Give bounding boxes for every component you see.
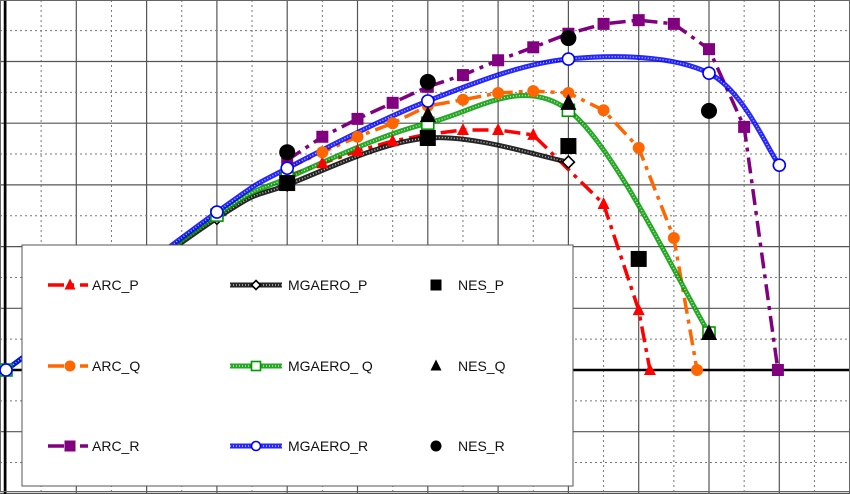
legend: ARC_P ARC_Q ARC_R MGAERO_P MGAERO_ Q MGAERO_R…: [21, 244, 574, 487]
data-point-nes-r: [701, 102, 717, 119]
legend-item-arc-p: ARC_P: [48, 277, 139, 293]
data-point-arc-p: [386, 134, 399, 147]
data-point-nes-r: [560, 30, 577, 47]
data-point-arc-q: [632, 141, 645, 154]
legend-marker-arc-q: [64, 360, 76, 372]
legend-marker-nes-p: [430, 279, 442, 291]
data-point-nes-q: [701, 323, 717, 340]
data-point-arc-r: [597, 17, 610, 30]
data-point-nes-p: [560, 138, 577, 155]
data-point-nes-r: [279, 144, 296, 161]
data-point-arc-q: [597, 104, 610, 117]
data-point-arc-p: [527, 127, 540, 140]
legend-label: ARC_P: [92, 277, 139, 293]
data-point-nes-p: [419, 130, 436, 147]
legend-item-mgaero-q: MGAERO_ Q: [230, 358, 373, 374]
data-point-arc-q: [456, 93, 469, 106]
data-point-arc-r: [351, 112, 364, 125]
data-point-arc-p: [492, 122, 505, 135]
data-point-mgaero-r: [210, 205, 224, 219]
legend-label: ARC_R: [92, 438, 139, 454]
data-point-nes-p: [279, 175, 296, 192]
data-point-arc-q: [562, 86, 575, 99]
legend-item-arc-r: ARC_R: [48, 438, 139, 454]
data-point-arc-q: [691, 364, 704, 376]
data-point-arc-p: [456, 122, 469, 135]
data-point-arc-p: [351, 143, 364, 156]
data-point-arc-r: [316, 130, 329, 143]
series-markers: [0, 14, 787, 378]
legend-label: ARC_Q: [92, 358, 140, 374]
data-point-arc-r: [703, 43, 715, 56]
data-point-nes-r: [419, 73, 436, 90]
legend-item-mgaero-p: MGAERO_P: [230, 277, 367, 293]
data-point-arc-p: [632, 303, 645, 316]
legend-item-mgaero-r: MGAERO_R: [230, 438, 368, 454]
legend-label: NES_Q: [458, 358, 506, 374]
legend-item-arc-q: ARC_Q: [48, 358, 140, 374]
legend-marker-arc-r: [64, 440, 76, 452]
legend-marker-mgaero-q: [250, 360, 262, 372]
legend-marker-mgaero-r: [250, 440, 262, 452]
data-point-arc-r: [738, 120, 751, 133]
legend-item-nes-p: NES_P: [430, 277, 504, 293]
legend-item-nes-q: NES_Q: [430, 358, 506, 374]
data-point-mgaero-p: [561, 154, 576, 170]
legend-marker-nes-q: [430, 359, 442, 371]
legend-label: NES_P: [458, 277, 504, 293]
data-point-arc-q: [527, 85, 540, 98]
data-point-arc-r: [456, 69, 469, 82]
data-point-nes-p: [630, 250, 647, 267]
data-point-arc-q: [316, 146, 329, 159]
legend-marker-nes-r: [430, 440, 442, 452]
data-point-mgaero-r: [772, 158, 787, 172]
data-point-arc-r: [386, 96, 399, 109]
data-point-mgaero-r: [420, 94, 435, 108]
data-point-arc-q: [667, 231, 680, 244]
legend-box: [21, 244, 574, 487]
legend-label: MGAERO_P: [288, 277, 367, 293]
data-point-nes-q: [560, 93, 577, 110]
data-point-arc-r: [492, 54, 505, 67]
data-point-arc-r: [771, 364, 784, 376]
data-point-arc-r: [667, 17, 680, 30]
data-point-mgaero-r: [561, 52, 576, 66]
data-point-mgaero-r: [702, 66, 716, 81]
data-point-arc-q: [351, 130, 364, 143]
data-point-arc-r: [527, 41, 540, 54]
legend-label: MGAERO_R: [288, 438, 368, 454]
data-point-arc-r: [632, 14, 645, 27]
data-point-arc-p: [597, 197, 610, 210]
data-point-nes-q: [419, 106, 436, 123]
legend-marker-mgaero-p: [250, 279, 262, 291]
data-point-arc-q: [492, 86, 505, 99]
legend-item-nes-r: NES_R: [430, 438, 505, 454]
legend-label: NES_R: [458, 438, 505, 454]
data-point-arc-p: [643, 363, 656, 375]
legend-label: MGAERO_ Q: [288, 358, 373, 374]
legend-marker-arc-p: [64, 278, 76, 290]
data-point-mgaero-r: [280, 161, 295, 176]
data-point-mgaero-r: [0, 363, 13, 377]
data-point-arc-p: [316, 156, 329, 169]
data-point-arc-q: [386, 117, 399, 130]
